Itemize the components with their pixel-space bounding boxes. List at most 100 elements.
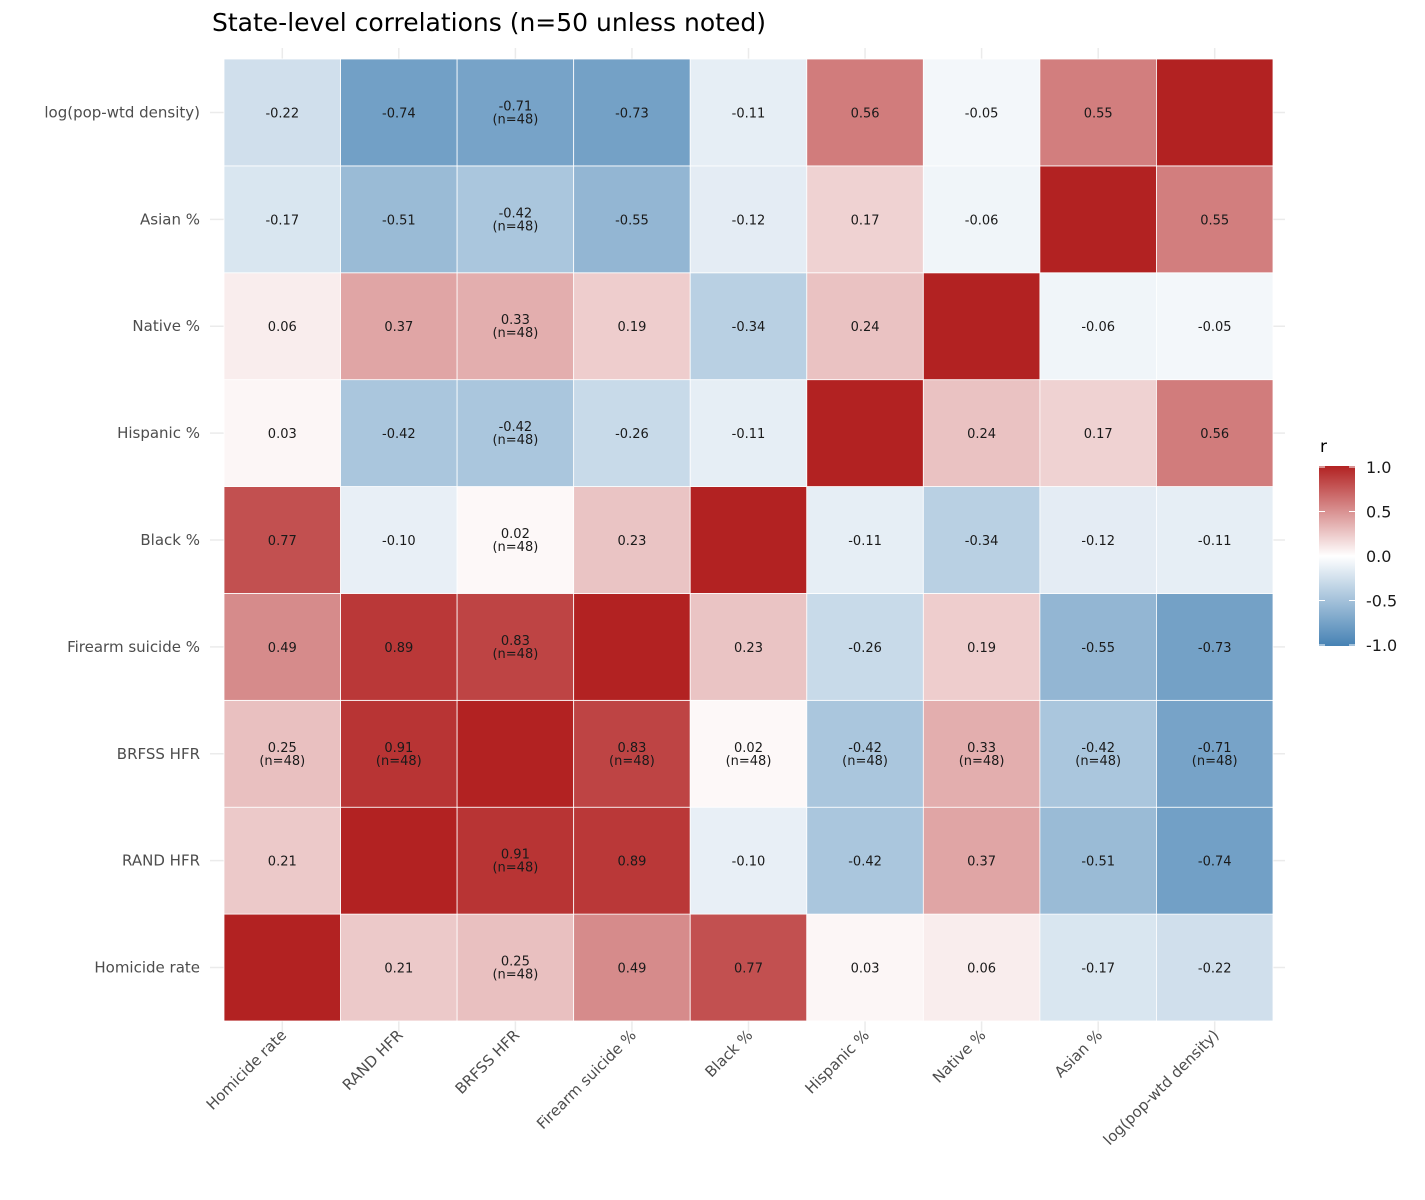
x-tick-label: Homicide rate [203,1026,290,1113]
cell-value-label: -0.74 [1198,855,1232,870]
heatmap-cell: -0.42(n=48) [456,165,575,274]
heatmap-cell: 0.89 [340,593,458,701]
heatmap-cell: -0.22 [1156,913,1274,1022]
heatmap-cell: -0.12 [689,165,808,274]
cell-value-label: 0.03 [851,962,880,977]
cell-value-label: 0.37 [384,320,413,335]
cell-value-label: -0.55 [1081,641,1115,656]
cell-value-label: -0.26 [615,427,649,442]
heatmap-cell: -0.06 [1039,272,1157,381]
cell-rect [922,486,1041,594]
cell-value-label: 0.77 [268,534,297,549]
cell-rect [806,806,924,915]
cell-value-label: -0.42 [499,206,533,221]
heatmap-cells: 0.21 0.25(n=48) 0.49 0.77 0.03 0.06 -0.17 -0.22… [223,58,1274,1022]
cell-value-label: -0.11 [1198,534,1232,549]
x-tick-label: RAND HFR [339,1026,407,1094]
cell-value-label: 0.49 [268,641,297,656]
cell-rect [1039,272,1157,381]
heatmap-cell: 0.91(n=48) [456,806,575,915]
cell-rect [1039,379,1157,487]
cell-value-label: -0.71 [1198,741,1232,756]
cell-value-label: 0.25 [268,741,297,756]
y-tick-label: Homicide rate [94,959,200,977]
heatmap-cell: 0.49 [573,913,691,1022]
heatmap-cell: 0.17 [806,165,924,274]
cell-rect [1156,165,1274,274]
cell-n-label: (n=48) [492,326,538,341]
cell-n-label: (n=48) [842,754,888,769]
cell-value-label: -0.34 [732,320,766,335]
cell-rect [922,58,1041,167]
heatmap-cell: 0.06 [922,913,1041,1022]
legend-tick-label: 0.0 [1366,547,1391,566]
heatmap-cell: -0.55 [573,165,691,274]
cell-rect [1156,379,1274,487]
x-tick-label: log(pop-wtd density) [1100,1026,1223,1149]
legend-tick-label: -1.0 [1366,636,1397,655]
heatmap-cell: 0.25(n=48) [456,913,575,1022]
cell-value-label: -0.42 [1081,741,1115,756]
cell-rect [1039,165,1157,274]
heatmap-cell: 0.55 [1156,165,1274,274]
cell-rect [689,379,808,487]
cell-value-label: -0.51 [382,213,416,228]
cell-rect [922,593,1041,701]
cell-rect [1156,913,1274,1022]
chart-title: State-level correlations (n=50 unless no… [212,8,766,37]
cell-value-label: 0.33 [501,313,530,328]
heatmap-cell: 0.91(n=48) [340,699,458,808]
heatmap-cell: -0.42(n=48) [456,379,575,487]
cell-rect [1156,58,1274,167]
cell-value-label: 0.25 [501,955,530,970]
cell-rect [223,806,341,915]
cell-rect [340,58,458,167]
cell-value-label: -0.12 [1081,534,1115,549]
cell-value-label: 0.55 [1084,106,1113,121]
cell-value-label: -0.73 [615,106,649,121]
cell-value-label: -0.06 [965,213,999,228]
heatmap-cell: -0.10 [689,806,808,915]
cell-value-label: 0.21 [384,962,413,977]
heatmap-cell: -0.42 [340,379,458,487]
cell-value-label: -0.55 [615,213,649,228]
cell-value-label: -0.74 [382,106,416,121]
cell-value-label: -0.17 [265,213,299,228]
heatmap-cell: 0.02(n=48) [689,699,808,808]
cell-value-label: 0.89 [384,641,413,656]
heatmap-cell [573,593,691,701]
cell-rect [456,58,575,167]
heatmap-cell: -0.73 [1156,593,1274,701]
heatmap-cell: -0.11 [1156,486,1274,594]
heatmap-cell: -0.42 [806,806,924,915]
heatmap-cell: 0.03 [223,379,341,487]
heatmap-cell [689,486,808,594]
cell-value-label: 0.56 [1200,427,1229,442]
heatmap-cell: 0.06 [223,272,341,381]
cell-value-label: -0.11 [848,534,882,549]
cell-rect [689,165,808,274]
cell-rect [456,699,575,808]
cell-value-label: 0.19 [967,641,996,656]
cell-rect [689,913,808,1022]
heatmap-cell: -0.10 [340,486,458,594]
x-tick-label: Firearm suicide % [533,1026,640,1133]
cell-rect [1156,486,1274,594]
heatmap-cell: 0.33(n=48) [922,699,1041,808]
legend-tick-label: 1.0 [1366,458,1391,477]
color-legend: r 1.0 0.5 0.0 -0.5 -1.0 [1319,437,1397,655]
cell-value-label: 0.19 [617,320,646,335]
cell-value-label: -0.42 [848,741,882,756]
cell-rect [806,379,924,487]
cell-value-label: -0.22 [1198,962,1232,977]
heatmap-cell: -0.05 [1156,272,1274,381]
cell-rect [340,486,458,594]
heatmap-cell: 0.24 [922,379,1041,487]
cell-value-label: 0.06 [268,320,297,335]
cell-rect [1039,913,1157,1022]
heatmap-cell: 0.56 [806,58,924,167]
cell-value-label: -0.73 [1198,641,1232,656]
cell-value-label: 0.03 [268,427,297,442]
heatmap-cell: -0.06 [922,165,1041,274]
cell-rect [689,593,808,701]
